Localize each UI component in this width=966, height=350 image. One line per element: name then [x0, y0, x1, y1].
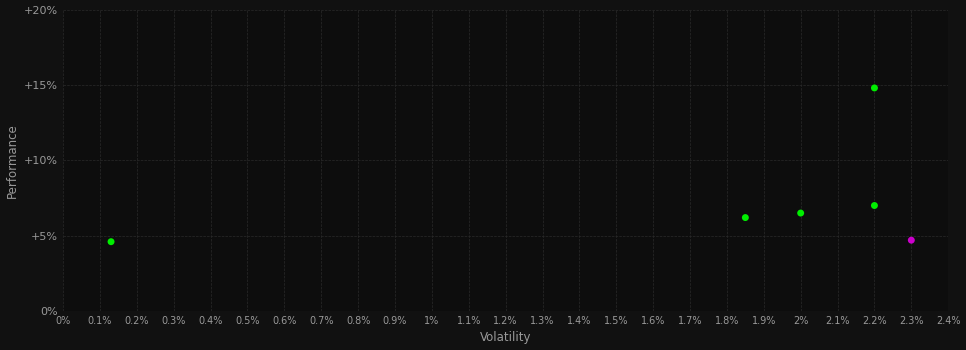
Point: [103, 239, 119, 245]
Point: [793, 210, 809, 216]
Point: [867, 85, 882, 91]
Y-axis label: Performance: Performance: [6, 123, 18, 198]
Point: [738, 215, 753, 220]
X-axis label: Volatility: Volatility: [480, 331, 531, 344]
Point: [867, 203, 882, 208]
Point: [903, 237, 919, 243]
